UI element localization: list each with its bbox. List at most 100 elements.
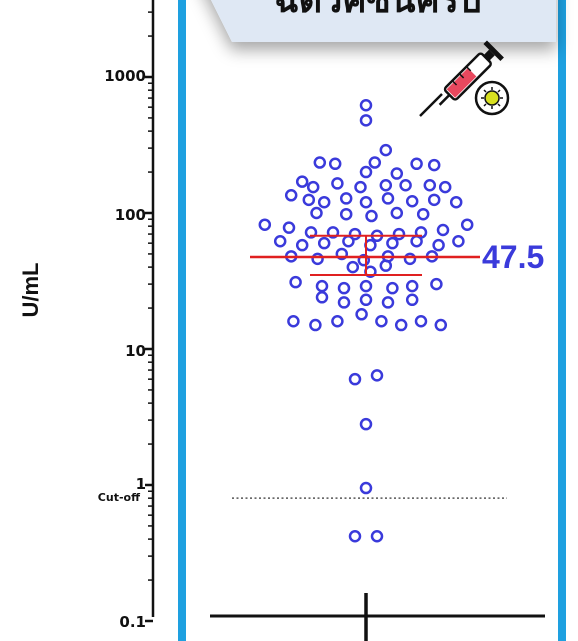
data-point	[313, 156, 327, 169]
data-point	[335, 247, 349, 261]
y-tick-label: 1	[136, 475, 146, 493]
data-point	[370, 529, 384, 543]
data-point	[405, 195, 419, 208]
data-point	[430, 277, 443, 291]
data-point	[390, 206, 404, 220]
y-axis-label: U/mL	[18, 263, 43, 318]
data-point	[375, 314, 388, 328]
data-point	[354, 180, 367, 194]
data-point	[326, 226, 340, 239]
data-point	[359, 98, 373, 112]
data-point	[309, 318, 322, 332]
data-point	[342, 234, 355, 248]
data-point	[405, 279, 419, 293]
data-point	[394, 318, 408, 332]
y-tick-label: 10	[125, 342, 146, 360]
data-point	[414, 314, 428, 328]
data-point	[386, 236, 399, 250]
data-point	[357, 253, 371, 267]
data-point	[359, 165, 373, 179]
data-point	[381, 296, 395, 309]
y-tick-1: 1	[136, 475, 146, 493]
data-point	[315, 291, 329, 304]
data-point	[348, 529, 362, 543]
y-tick-100: 100	[115, 206, 146, 224]
data-point	[410, 234, 423, 248]
data-point	[381, 192, 395, 205]
data-point	[379, 143, 393, 157]
data-point	[370, 369, 384, 382]
data-point	[273, 234, 287, 248]
data-point	[346, 260, 360, 274]
y-tick-label: 1000	[104, 67, 146, 85]
data-point	[403, 252, 417, 266]
data-point	[359, 481, 373, 495]
data-point	[379, 259, 393, 272]
data-point	[311, 252, 324, 266]
data-point	[416, 207, 430, 221]
data-point	[436, 223, 450, 237]
data-point	[331, 314, 344, 328]
minor-ticks	[145, 11, 153, 623]
y-tick-1000: 1000	[104, 67, 146, 85]
y-tick-label: 0.1	[119, 613, 146, 631]
data-point	[317, 195, 331, 209]
cutoff-label: Cut-off	[98, 491, 140, 504]
data-point	[438, 180, 452, 194]
data-point	[282, 221, 296, 234]
data-point	[368, 156, 382, 169]
data-point	[449, 195, 463, 209]
data-point	[287, 314, 300, 328]
data-point	[390, 167, 404, 180]
data-point	[392, 227, 406, 241]
y-tick-10: 10	[125, 342, 146, 360]
banner-box	[211, 0, 556, 42]
panel-left-edge	[178, 0, 186, 641]
data-point	[359, 293, 373, 307]
data-point	[386, 281, 399, 295]
title-banner: ฉีดวัคซีนครบ	[211, 0, 556, 42]
syringe-virus-icon	[419, 40, 510, 117]
data-point	[339, 207, 353, 221]
data-point	[460, 218, 474, 231]
data-point	[427, 193, 441, 207]
panel-right-edge	[558, 0, 566, 641]
data-point	[405, 293, 419, 307]
x-axis	[210, 593, 545, 641]
y-tick-0.1: 0.1	[119, 613, 146, 631]
data-point	[423, 178, 437, 192]
data-point	[399, 178, 412, 192]
data-point	[284, 189, 298, 202]
data-point	[331, 177, 344, 190]
data-point	[295, 238, 309, 252]
median-iqr	[250, 234, 480, 277]
data-point	[337, 296, 351, 309]
data-point	[348, 227, 362, 241]
data-point	[339, 192, 353, 205]
y-axis: 1000 100 10 1 Cut-off 0.1 U/mL	[18, 0, 155, 631]
data-point	[304, 226, 318, 239]
data-point	[306, 180, 320, 194]
data-point	[359, 279, 373, 293]
data-point	[328, 157, 342, 171]
data-point	[379, 178, 393, 192]
data-point	[302, 193, 316, 207]
data-point	[317, 236, 331, 250]
data-point	[427, 158, 441, 172]
data-point	[410, 157, 423, 171]
data-point	[295, 175, 309, 188]
data-point	[365, 209, 378, 223]
data-points	[258, 98, 474, 543]
median-label: 47.5	[482, 239, 544, 275]
data-point	[359, 195, 373, 209]
data-point	[310, 206, 323, 220]
data-point	[355, 308, 368, 321]
data-point	[315, 279, 329, 293]
y-tick-label: 100	[115, 206, 146, 224]
data-point	[452, 234, 465, 248]
data-point	[432, 238, 445, 252]
data-point	[337, 281, 351, 295]
data-point	[289, 275, 302, 289]
data-point	[434, 318, 448, 332]
